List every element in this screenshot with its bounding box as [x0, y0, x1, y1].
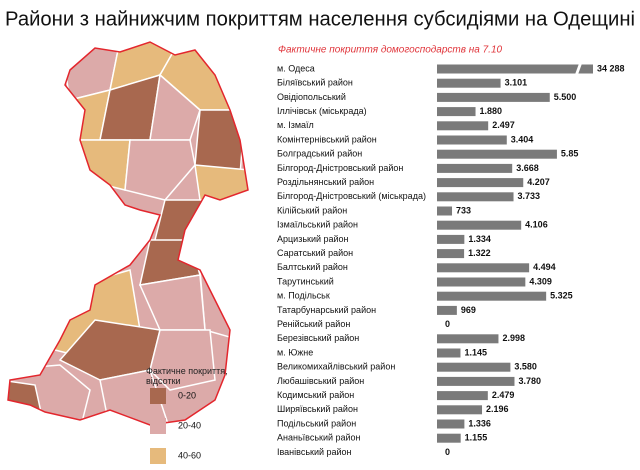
value-label: 4.494: [533, 262, 556, 272]
bar: [437, 362, 511, 372]
value-label: 0: [445, 447, 450, 457]
bar: [437, 135, 507, 145]
value-label: 1.880: [480, 106, 503, 116]
category-label: Білгород-Дністровський (міськрада): [277, 191, 426, 201]
value-label: 969: [461, 305, 476, 315]
bar: [437, 192, 514, 202]
category-label: Овідіопольський: [277, 92, 346, 102]
bar: [437, 234, 465, 244]
bar: [437, 107, 476, 117]
map-outline: [7, 41, 249, 426]
bar: [437, 263, 530, 273]
category-label: Кілійський район: [277, 205, 347, 215]
category-label: Великомихайлівський район: [277, 362, 395, 372]
value-label: 5.325: [550, 291, 573, 301]
category-label: Татарбунарський район: [277, 305, 376, 315]
value-label: 3.580: [514, 362, 537, 372]
value-label: 0: [445, 319, 450, 329]
legend-label: 20-40: [178, 420, 201, 430]
category-label: Білгород-Дністровський район: [277, 163, 403, 173]
category-label: Тарутинський: [277, 276, 334, 286]
value-label: 2.196: [486, 404, 509, 414]
bar: [437, 92, 550, 102]
value-label: 34 288: [597, 63, 625, 73]
legend-label: 0-20: [178, 390, 196, 400]
category-label: Болградський район: [277, 149, 362, 159]
category-label: м. Южне: [277, 347, 313, 357]
bar: [437, 391, 488, 401]
value-label: 4.106: [525, 220, 548, 230]
bar: [437, 433, 461, 443]
category-label: Ананьївський район: [277, 433, 361, 443]
legend-swatch: [150, 448, 166, 464]
bar: [437, 405, 483, 415]
category-label: м. Одеса: [277, 63, 315, 73]
category-label: Іллічівськ (міськрада): [277, 106, 367, 116]
value-label: 4.207: [527, 177, 550, 187]
value-label: 1.322: [468, 248, 491, 258]
category-label: Саратський район: [277, 248, 353, 258]
map: [8, 42, 248, 425]
legend-swatch: [150, 418, 166, 434]
value-label: 2.479: [492, 390, 515, 400]
category-label: Подільський район: [277, 418, 356, 428]
category-label: Іванівський район: [277, 447, 352, 457]
value-label: 2.497: [492, 120, 515, 130]
legend-title: Фактичне покриття, відсотки: [146, 366, 228, 386]
value-label: 3.668: [516, 163, 539, 173]
chart-subtitle: Фактичне покриття домогосподарств на 7.1…: [278, 45, 503, 56]
value-label: 3.780: [518, 376, 541, 386]
value-label: 1.155: [465, 433, 488, 443]
bar-break: [575, 63, 582, 75]
bar: [437, 277, 526, 287]
value-label: 1.334: [468, 234, 491, 244]
legend-swatch: [150, 388, 166, 404]
value-label: 3.404: [511, 134, 534, 144]
category-label: Роздільнянський район: [277, 177, 374, 187]
value-label: 2.998: [502, 333, 525, 343]
bar: [437, 291, 547, 301]
bar: [437, 220, 522, 230]
bar: [437, 64, 593, 74]
value-label: 733: [456, 205, 471, 215]
bar: [437, 348, 461, 358]
category-label: м. Подільськ: [277, 291, 330, 301]
bar: [437, 178, 524, 188]
value-label: 3.733: [518, 191, 541, 201]
bar: [437, 78, 501, 88]
bar: [437, 419, 465, 429]
value-label: 1.145: [464, 347, 487, 357]
bar: [437, 249, 465, 259]
category-label: м. Ізмаїл: [277, 120, 314, 130]
value-label: 5.85: [561, 149, 579, 159]
bar: [437, 305, 457, 315]
category-label: Балтський район: [277, 262, 348, 272]
bar: [437, 121, 489, 131]
bar: [437, 206, 453, 216]
category-label: Березівський район: [277, 333, 359, 343]
category-label: Ізмаїльський район: [277, 220, 358, 230]
bar: [437, 334, 499, 344]
category-label: Комінтернівський район: [277, 134, 377, 144]
legend-label: 40-60: [178, 450, 201, 460]
bar: [437, 376, 515, 386]
bar: [437, 149, 557, 159]
category-label: Любашівський район: [277, 376, 364, 386]
category-label: Ренійський район: [277, 319, 350, 329]
category-label: Біляївський район: [277, 78, 353, 88]
category-label: Ширяївський район: [277, 404, 358, 414]
category-label: Кодимський район: [277, 390, 354, 400]
chart-title: Райони з найнижчим покриттям населення с…: [5, 8, 635, 30]
value-label: 1.336: [468, 418, 491, 428]
value-label: 3.101: [505, 78, 528, 88]
bar: [437, 163, 513, 173]
value-label: 5.500: [554, 92, 577, 102]
category-label: Арцизький район: [277, 234, 349, 244]
value-label: 4.309: [529, 276, 552, 286]
